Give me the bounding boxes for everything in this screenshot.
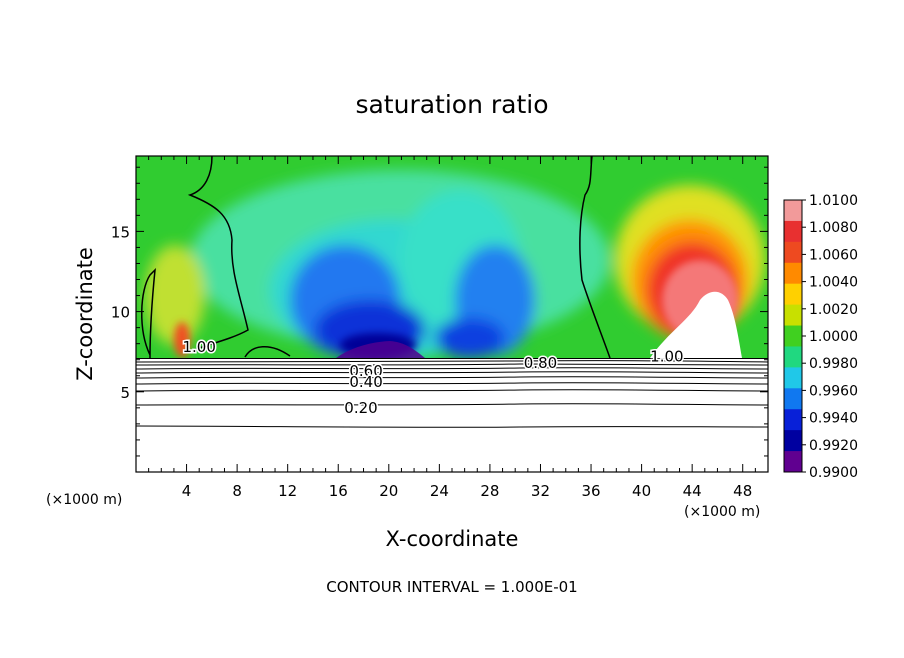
y-tick-label: 15 xyxy=(111,223,130,241)
colorbar-swatch xyxy=(784,346,802,368)
contour-line-i xyxy=(136,425,768,428)
colorbar-swatch xyxy=(784,220,802,243)
lower-background xyxy=(136,358,768,472)
lower-contours xyxy=(136,358,768,472)
x-axis-ticks: 4 8 12 16 20 24 28 32 36 40 44 48 xyxy=(148,156,756,500)
contour-line-e xyxy=(136,376,768,379)
colorbar: 1.0100 1.0080 1.0060 1.0040 1.0020 1.0000 0.99… xyxy=(783,193,858,481)
x-tick-label: 8 xyxy=(232,482,242,500)
colorbar-swatch xyxy=(784,409,802,431)
colorbar-label: 1.0100 xyxy=(809,193,858,209)
saturation-field xyxy=(136,156,768,360)
contour-label: 1.00 xyxy=(650,348,683,366)
y-tick-label: 10 xyxy=(111,304,130,322)
contour-1-right xyxy=(579,156,611,359)
contour-line-h xyxy=(136,403,768,406)
contour-labels: 1.00 0.600.40 0.20 0.80 1.00 xyxy=(181,336,685,418)
y-tick-label: 5 xyxy=(120,384,130,402)
field-left-hotspot xyxy=(174,322,190,358)
x-tick-label: 16 xyxy=(329,482,348,500)
contour-line-d xyxy=(136,371,768,374)
contour-interval-note: CONTOUR INTERVAL = 1.000E-01 xyxy=(326,578,577,596)
field-deep-blue-2 xyxy=(435,318,505,358)
x-tick-label: 32 xyxy=(531,482,550,500)
contour-1-small xyxy=(244,346,291,358)
x-tick-label: 12 xyxy=(278,482,297,500)
colorbar-label: 0.9980 xyxy=(809,356,858,372)
x-tick-label: 40 xyxy=(632,482,651,500)
x-unit-right: (×1000 m) xyxy=(684,504,760,520)
purple-pocket xyxy=(336,341,425,358)
colorbar-label: 1.0080 xyxy=(809,220,858,236)
contour-line-a xyxy=(136,360,768,363)
contour-label: 0.60 xyxy=(349,362,382,380)
white-pocket-right xyxy=(650,291,742,358)
contour-label: 1.00 xyxy=(182,338,215,356)
contour-label: 0.40 xyxy=(349,373,382,391)
colorbar-swatch xyxy=(784,388,802,410)
colorbar-label: 1.0020 xyxy=(809,302,858,318)
contour-1-left-upper xyxy=(187,156,249,353)
contour-line-b xyxy=(136,363,768,366)
field-left-yellow xyxy=(145,245,205,345)
x-unit-left: (×1000 m) xyxy=(46,492,122,508)
colorbar-swatch xyxy=(784,304,802,327)
x-tick-label: 44 xyxy=(683,482,702,500)
contour-1-left xyxy=(141,267,156,359)
colorbar-label: 0.9920 xyxy=(809,438,858,454)
colorbar-swatch xyxy=(784,262,802,285)
colorbar-label: 0.9900 xyxy=(809,465,858,481)
colorbar-swatch xyxy=(784,200,802,222)
colorbar-swatch xyxy=(784,367,802,389)
colorbar-label: 0.9960 xyxy=(809,383,858,399)
x-tick-label: 28 xyxy=(480,482,499,500)
x-axis-title: X-coordinate xyxy=(386,527,519,551)
x-tick-label: 24 xyxy=(430,482,449,500)
colorbar-label: 1.0000 xyxy=(809,329,858,345)
contour-label: 0.20 xyxy=(344,399,377,417)
colorbar-label: 1.0060 xyxy=(809,247,858,263)
y-axis-ticks: 5 10 15 xyxy=(111,166,768,457)
colorbar-swatch xyxy=(784,325,802,347)
x-tick-label: 36 xyxy=(581,482,600,500)
contour-line-f xyxy=(136,382,768,385)
colorbar-label: 1.0040 xyxy=(809,275,858,291)
chart-title: saturation ratio xyxy=(355,90,548,119)
x-tick-label: 4 xyxy=(182,482,192,500)
colorbar-swatch xyxy=(784,430,802,452)
colorbar-label: 0.9940 xyxy=(809,411,858,427)
x-tick-label: 20 xyxy=(379,482,398,500)
colorbar-swatch xyxy=(784,241,802,264)
y-axis-title: Z-coordinate xyxy=(73,247,97,381)
colorbar-swatch xyxy=(784,451,802,473)
contour-line-g xyxy=(136,389,768,392)
x-tick-label: 48 xyxy=(733,482,752,500)
contour-label: 0.80 xyxy=(524,354,557,372)
contour-line-c xyxy=(136,367,768,370)
colorbar-swatch xyxy=(784,283,802,306)
